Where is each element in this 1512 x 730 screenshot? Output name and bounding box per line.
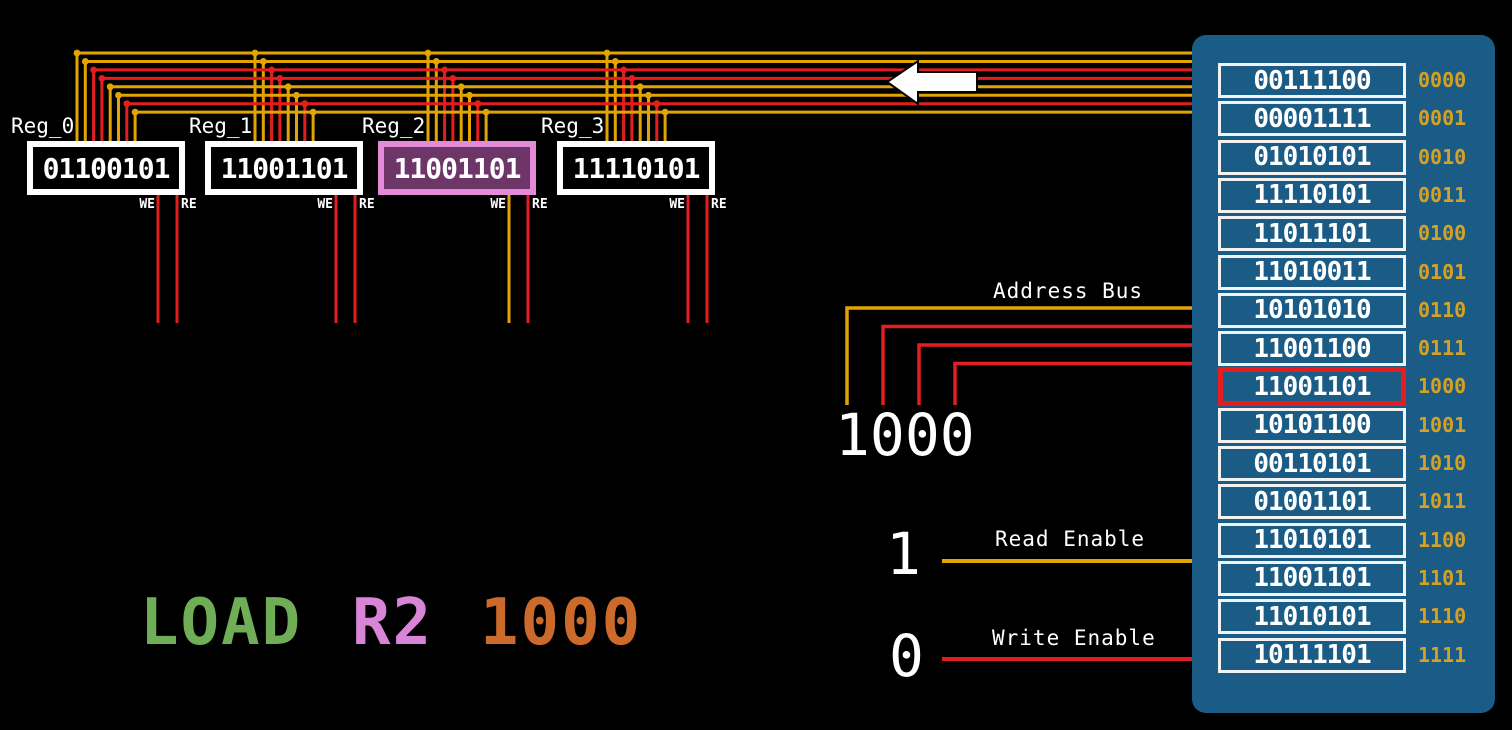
memory-address-label: 1111: [1418, 642, 1467, 667]
memory-cell: 11010011: [1218, 254, 1406, 290]
memory-address-label: 0010: [1418, 144, 1467, 169]
memory-address-label: 0001: [1418, 106, 1467, 131]
register-box: 11001101: [205, 141, 363, 195]
wire-junction-dot: [293, 91, 300, 99]
we-label: WE: [317, 197, 333, 212]
wire-junction-dot: [474, 100, 482, 108]
register-label: Reg_2: [362, 114, 426, 138]
wire-junction-dot: [628, 74, 636, 82]
wire-junction-dot: [653, 100, 661, 108]
memory-cell: 11010101: [1218, 599, 1406, 635]
wire-junction-dot: [432, 58, 440, 65]
address-bus-value: 1000: [835, 401, 975, 469]
memory-cell-highlighted: 11001101: [1218, 367, 1406, 407]
re-label: RE: [359, 197, 375, 212]
memory-cell: 00111100: [1218, 63, 1406, 98]
wire-junction-dot: [449, 74, 457, 82]
memory-address-label: 1001: [1418, 412, 1467, 437]
instruction-opcode: LOAD: [140, 586, 303, 660]
memory-cell: 10111101: [1218, 637, 1406, 673]
register-label: Reg_1: [189, 114, 253, 138]
instruction-address: 1000: [480, 586, 643, 660]
wire-junction-dot: [466, 91, 473, 99]
memory-address-label: 0101: [1418, 259, 1467, 284]
wire-junction-dot: [457, 83, 465, 91]
memory-cell: 01001101: [1218, 484, 1406, 520]
memory-cell: 11010101: [1218, 522, 1406, 558]
write-enable-label: Write Enable: [992, 626, 1156, 650]
wire-junction-dot: [284, 83, 292, 91]
memory-address-label: 1011: [1418, 489, 1467, 514]
memory-address-label: 1100: [1418, 527, 1467, 552]
we-label: WE: [669, 197, 685, 212]
register-label: Reg_0: [11, 114, 75, 138]
memory-cell: 11001100: [1218, 331, 1406, 367]
memory-address-label: 1000: [1418, 374, 1467, 399]
wire-junction-dot: [482, 108, 490, 116]
wire-junction-dot: [73, 49, 81, 57]
address-bus-wire: [953, 361, 1192, 405]
memory-cell: 10101100: [1218, 407, 1406, 443]
register-box-highlighted: 11001101: [378, 141, 536, 195]
wire-junction-dot: [98, 74, 106, 82]
memory-cell: 00110101: [1218, 446, 1406, 481]
we-label: WE: [490, 197, 506, 212]
memory-address-label: 0100: [1418, 221, 1467, 246]
read-enable-label: Read Enable: [995, 527, 1146, 551]
memory-address-label: 0011: [1418, 182, 1467, 207]
re-label: RE: [711, 197, 727, 212]
wire-junction-dot: [131, 108, 139, 116]
memory-address-label: 0000: [1418, 68, 1467, 92]
wire-junction-dot: [90, 66, 97, 74]
address-bus-wire: [881, 324, 1192, 405]
memory-cell: 00001111: [1218, 101, 1406, 137]
wire-junction-dot: [603, 49, 611, 57]
wire-junction-dot: [81, 58, 89, 65]
register-label: Reg_3: [541, 114, 605, 138]
wire-junction-dot: [645, 91, 652, 99]
wire-junction-dot: [636, 83, 644, 91]
memory-cell: 01010101: [1218, 139, 1406, 175]
memory-cell: 11110101: [1218, 177, 1406, 213]
address-bus-label: Address Bus: [993, 279, 1144, 303]
wire-junction-dot: [611, 58, 619, 65]
read-enable-value: 1: [886, 520, 921, 588]
write-enable-value: 0: [889, 622, 924, 690]
wire-junction-dot: [620, 66, 627, 74]
memory-cell: 11001101: [1218, 560, 1406, 596]
we-label: WE: [139, 197, 155, 212]
wire-junction-dot: [309, 108, 317, 116]
memory-address-label: 1110: [1418, 604, 1467, 629]
instruction-register: R2: [352, 586, 434, 660]
wire-junction-dot: [123, 100, 131, 108]
wire-junction-dot: [268, 66, 275, 74]
register-box: 11110101: [557, 141, 715, 195]
wire-junction-dot: [276, 74, 284, 82]
address-bus-wire: [917, 343, 1192, 405]
memory-cell: 11011101: [1218, 216, 1406, 252]
register-box: 01100101: [27, 141, 185, 195]
address-bus-wire: [845, 306, 1192, 405]
data-flow-left-arrow-icon: [885, 59, 978, 106]
memory-cell: 10101010: [1218, 292, 1406, 328]
re-label: RE: [181, 197, 197, 212]
memory-address-label: 1101: [1418, 565, 1467, 590]
wire-junction-dot: [424, 49, 432, 57]
wire-junction-dot: [251, 49, 259, 57]
wire-junction-dot: [441, 66, 448, 74]
memory-address-label: 1010: [1418, 451, 1467, 475]
wire-junction-dot: [115, 91, 122, 99]
wire-junction-dot: [106, 83, 114, 91]
wire-junction-dot: [661, 108, 669, 116]
wire-junction-dot: [259, 58, 267, 65]
re-label: RE: [532, 197, 548, 212]
wire-junction-dot: [301, 100, 309, 108]
memory-address-label: 0110: [1418, 297, 1467, 322]
memory-address-label: 0111: [1418, 336, 1467, 361]
memory-block: 00111100 0000 00001111 0001 01010101 0010 1111…: [1192, 35, 1495, 713]
